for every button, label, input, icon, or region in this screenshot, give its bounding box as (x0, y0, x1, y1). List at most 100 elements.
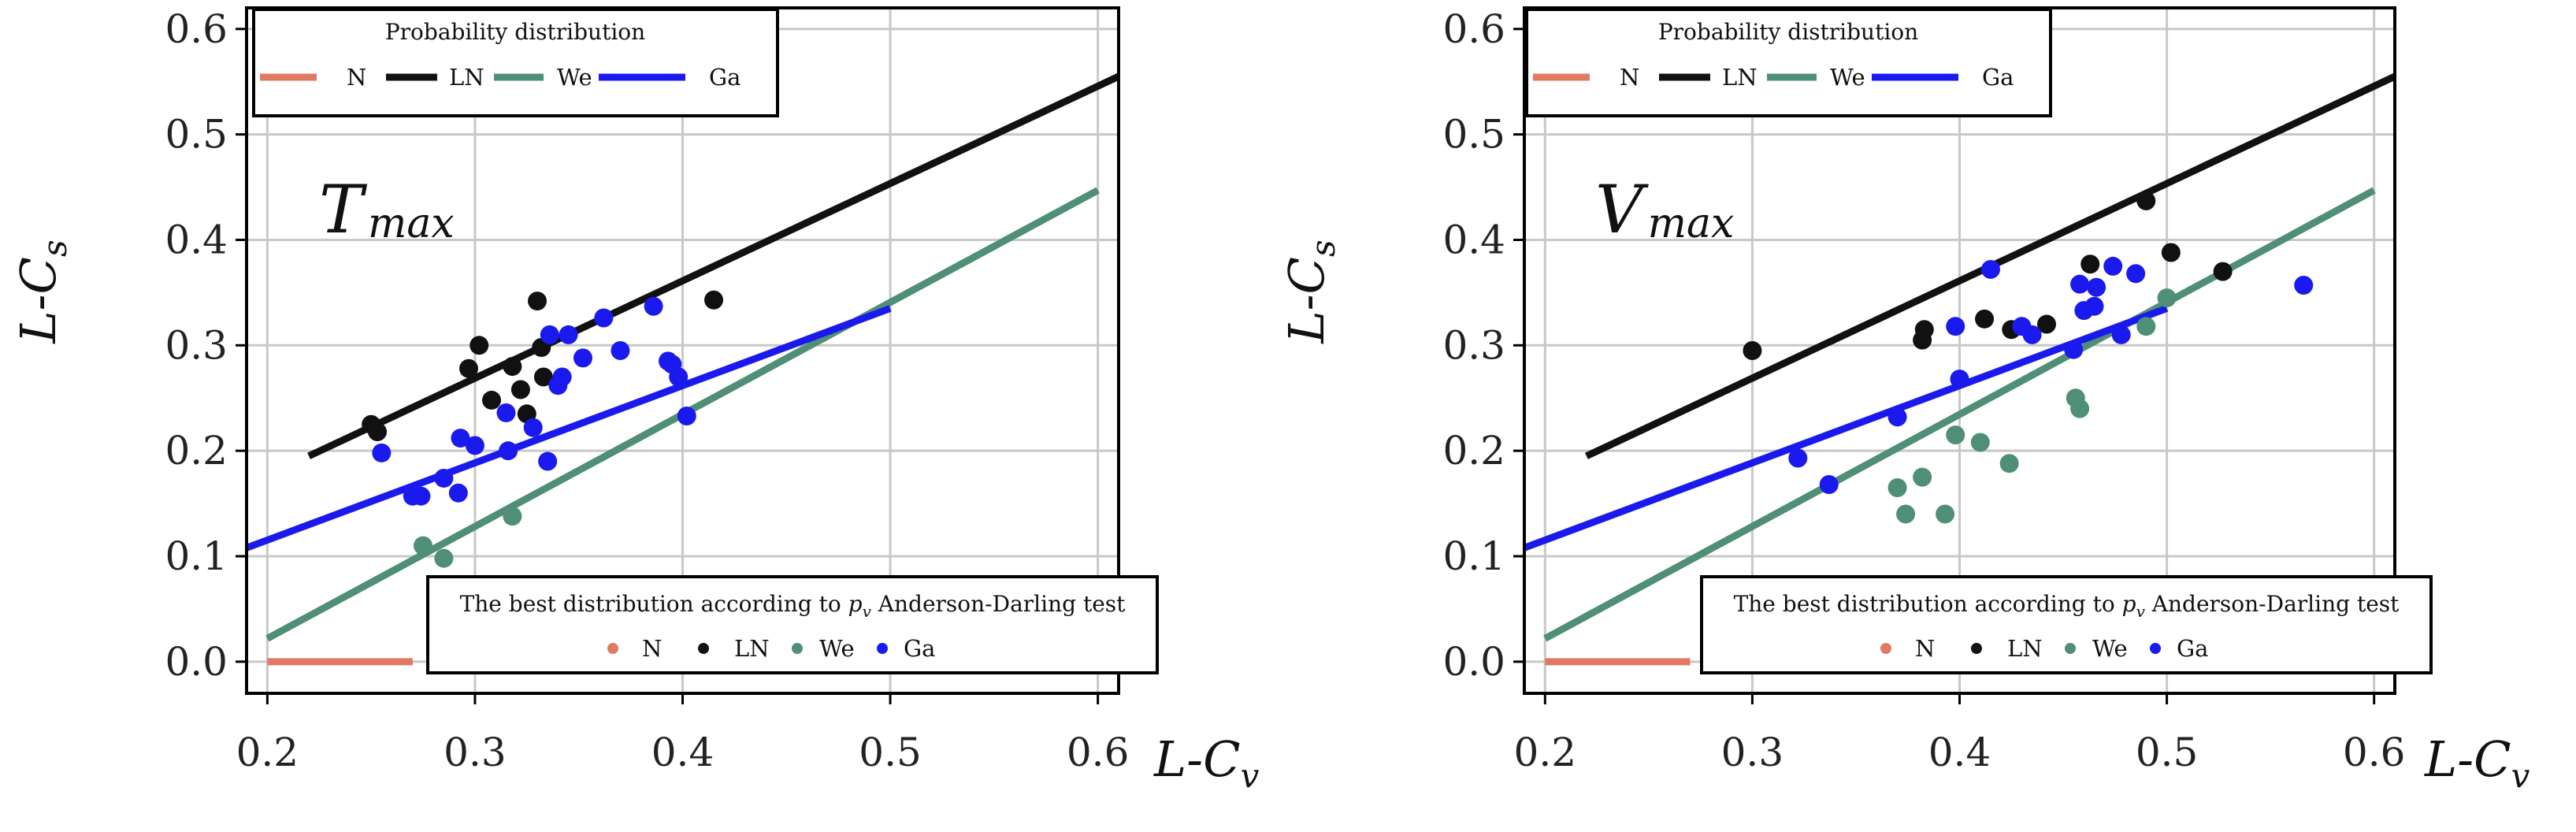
legend-dot-n (607, 643, 618, 654)
legend-dot-n (1880, 643, 1891, 654)
point-ga (677, 406, 696, 425)
legend-bottom: The best distribution according to pv An… (426, 575, 1159, 674)
y-tick-labels: 0.0 0.1 0.2 0.3 0.4 0.5 0.6 (165, 6, 247, 685)
point-ln (528, 292, 547, 311)
point-ga (451, 429, 470, 448)
x-tick-label: 0.6 (1067, 730, 1130, 775)
y-tick-label: 0.4 (165, 217, 228, 262)
point-ga (594, 308, 614, 328)
point-ga (1887, 407, 1907, 427)
point-ln (368, 422, 388, 442)
point-ga (2070, 274, 2090, 294)
point-ga (1950, 370, 1969, 389)
point-we (1887, 478, 1907, 497)
line-ln (307, 72, 1120, 459)
point-ln (1975, 309, 1995, 329)
point-ln (2161, 243, 2181, 262)
point-ln (1743, 341, 1762, 360)
legend-dot-label-n: N (1915, 635, 1935, 662)
point-ga (1980, 259, 2000, 279)
point-ga (411, 486, 431, 506)
x-tick-labels: 0.2 0.3 0.4 0.5 0.6 (236, 693, 1130, 775)
legend-bottom-title: The best distribution according to pv An… (1734, 591, 2400, 621)
point-we (2157, 288, 2177, 308)
legend-dot-label-ln: LN (734, 635, 770, 662)
legend-top-title: Probability distribution (1658, 19, 1918, 45)
point-ga (559, 325, 578, 344)
point-we (1896, 504, 1916, 524)
point-ga (1946, 317, 1965, 336)
legend-dot-ln (698, 643, 709, 654)
y-tick-label: 0.1 (1442, 533, 1505, 579)
point-ga (663, 355, 682, 374)
point-ga (552, 367, 572, 387)
point-ln (2037, 314, 2056, 334)
legend-top: Probability distribution N LN We Ga (252, 8, 779, 117)
data-points (362, 290, 724, 568)
legend-top-title: Probability distribution (385, 19, 645, 45)
line-we (1543, 187, 2376, 642)
legend-top-box (1525, 8, 2052, 117)
point-ln (2080, 254, 2100, 274)
y-tick-labels: 0.0 0.1 0.2 0.3 0.4 0.5 0.6 (1442, 6, 1524, 685)
legend-dot-we (2065, 643, 2076, 654)
y-tick-label: 0.5 (1442, 112, 1505, 158)
x-tick-label: 0.5 (2136, 730, 2199, 775)
point-ga (2103, 256, 2123, 276)
legend-dot-ga (877, 643, 888, 654)
point-ga (496, 403, 516, 422)
point-ln (470, 336, 489, 355)
point-we (1946, 425, 1965, 445)
point-ga (1788, 448, 1808, 468)
x-tick-label: 0.4 (1928, 730, 1991, 775)
point-ga (2087, 277, 2106, 297)
point-we (2136, 317, 2156, 336)
legend-label-ln: LN (449, 64, 484, 91)
legend-dot-ln (1971, 643, 1982, 654)
legend-label-n: N (1620, 64, 1639, 91)
x-tick-label: 0.2 (236, 730, 299, 775)
legend-dot-label-we: We (2092, 635, 2128, 662)
panel-vmax: 0.0 0.1 0.2 0.3 0.4 0.5 0.6 0.2 0.3 0.4 0.5 0.6 L-… (1278, 6, 2530, 795)
legend-dot-label-ga: Ga (904, 635, 935, 662)
y-tick-label: 0.0 (1442, 639, 1505, 685)
legend-dot-label-ln: LN (2007, 635, 2043, 662)
legend-top: Probability distribution N LN We Ga (1525, 8, 2052, 117)
point-ga (2064, 340, 2084, 359)
point-ga (538, 451, 558, 471)
point-ln (2213, 262, 2233, 281)
legend-label-n: N (347, 64, 366, 91)
point-we (434, 548, 454, 568)
point-ln (510, 380, 530, 399)
y-tick-label: 0.2 (1442, 428, 1505, 474)
legend-dot-label-we: We (819, 635, 855, 662)
point-ln (533, 367, 553, 387)
y-tick-label: 0.2 (165, 428, 228, 474)
legend-label-we: We (557, 64, 592, 91)
legend-top-box (252, 8, 779, 117)
point-ga (372, 443, 392, 462)
x-tick-label: 0.6 (2343, 730, 2406, 775)
x-tick-label: 0.4 (651, 730, 715, 775)
panel-tmax: 0.0 0.1 0.2 0.3 0.4 0.5 0.6 0.2 0.3 0.4 0.5 0.6 L-… (9, 6, 1260, 795)
point-ga (644, 296, 663, 316)
point-ga (1819, 474, 1839, 494)
point-we (1936, 504, 1955, 524)
legend-label-ga: Ga (1982, 64, 2014, 91)
point-ga (573, 348, 592, 368)
point-we (1913, 467, 1932, 487)
point-we (414, 536, 433, 555)
legend-bottom-title: The best distribution according to pv An… (460, 591, 1127, 621)
x-tick-label: 0.3 (444, 730, 507, 775)
y-axis-label: L-Cs (9, 240, 74, 344)
point-ga (2084, 296, 2104, 316)
x-axis-label: L-Cv (1153, 730, 1260, 795)
legend-label-we: We (1830, 64, 1865, 91)
point-ga (523, 418, 543, 437)
x-axis-label: L-Cv (2424, 730, 2530, 795)
y-tick-label: 0.0 (165, 639, 228, 685)
point-ga (465, 436, 484, 455)
legend-dot-label-n: N (642, 635, 662, 662)
x-tick-labels: 0.2 0.3 0.4 0.5 0.6 (1514, 693, 2406, 775)
